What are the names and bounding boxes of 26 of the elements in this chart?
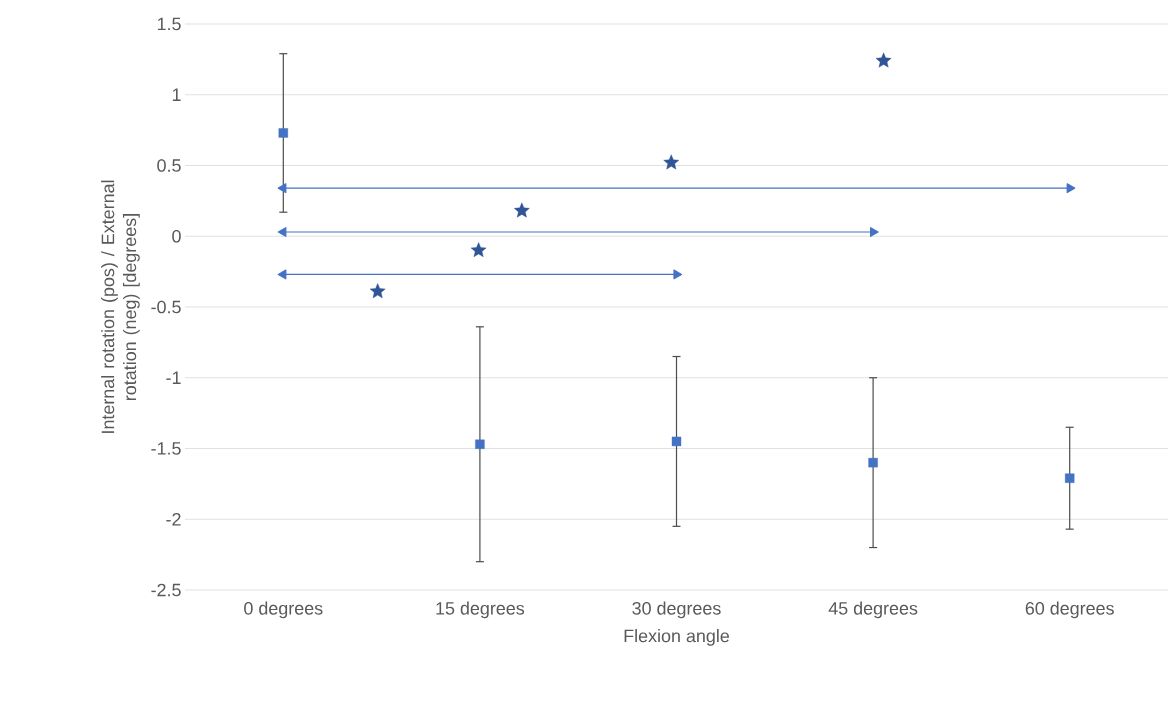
y-tick-label: -0.5 bbox=[151, 300, 181, 314]
x-tick-label: 15 degrees bbox=[436, 601, 525, 619]
y-tick-label: 0.5 bbox=[157, 159, 181, 172]
point bbox=[671, 436, 682, 447]
point bbox=[514, 202, 530, 218]
point bbox=[1065, 473, 1075, 483]
y-axis-title: Internal rotation (pos) / External rotation (neg) [degrees] bbox=[101, 180, 140, 433]
y-tick-label: -1.5 bbox=[151, 442, 181, 455]
x-tick-label: 45 degrees bbox=[828, 601, 918, 619]
y-tick-label: -1 bbox=[166, 371, 181, 384]
point bbox=[875, 52, 892, 68]
y-tick-label: 1.5 bbox=[157, 17, 181, 31]
x-tick-label: 0 degrees bbox=[244, 601, 323, 619]
point bbox=[868, 457, 878, 468]
y-tick-label: -2 bbox=[166, 512, 181, 526]
x-axis-title: Flexion angle bbox=[624, 629, 729, 646]
y-tick-label: 1 bbox=[172, 88, 181, 101]
x-tick-label: 60 degrees bbox=[1025, 601, 1114, 619]
y-tick-label: 0 bbox=[172, 229, 181, 243]
point bbox=[475, 439, 485, 449]
point bbox=[470, 242, 487, 258]
point bbox=[278, 128, 288, 138]
point bbox=[663, 154, 680, 170]
x-tick-label: 30 degrees bbox=[632, 601, 721, 619]
point bbox=[369, 283, 386, 299]
y-tick-label: -2.5 bbox=[151, 583, 181, 597]
